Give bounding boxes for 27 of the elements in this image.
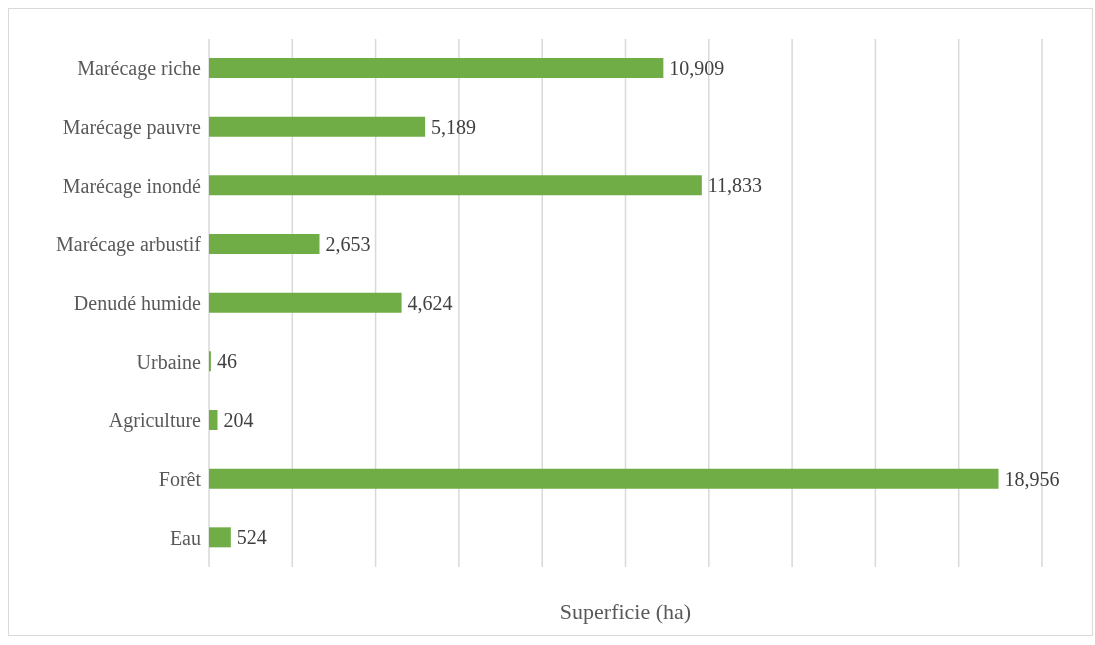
y-tick-label: Marécage riche — [77, 57, 202, 81]
data-label: 46 — [216, 350, 237, 373]
bar — [209, 292, 402, 313]
bar — [209, 468, 999, 489]
y-tick-label: Marécage inondé — [62, 174, 202, 198]
data-label: 10,909 — [669, 57, 725, 80]
bar — [209, 58, 664, 78]
bar — [209, 175, 702, 196]
bar — [209, 410, 218, 430]
y-tick-label: Eau — [169, 526, 201, 549]
data-label: 204 — [223, 409, 254, 432]
y-tick-label: Marécage pauvre — [62, 116, 202, 140]
bar — [209, 527, 231, 548]
data-label: 11,833 — [707, 174, 763, 197]
data-label: 18,956 — [1004, 467, 1060, 490]
y-tick-label: Forêt — [158, 468, 202, 491]
y-tick-label: Urbaine — [136, 350, 202, 373]
data-label: 2,653 — [325, 233, 371, 256]
data-label: 5,189 — [431, 115, 477, 138]
y-tick-label: Marécage arbustif — [56, 233, 202, 257]
data-label: 4,624 — [407, 291, 453, 314]
data-label: 524 — [236, 526, 267, 549]
bar — [209, 234, 320, 254]
y-tick-label: Denudé humide — [73, 292, 202, 315]
y-tick-label: Agriculture — [108, 409, 202, 433]
x-axis-title: Superficie (ha) — [559, 599, 692, 624]
bar — [209, 116, 426, 137]
